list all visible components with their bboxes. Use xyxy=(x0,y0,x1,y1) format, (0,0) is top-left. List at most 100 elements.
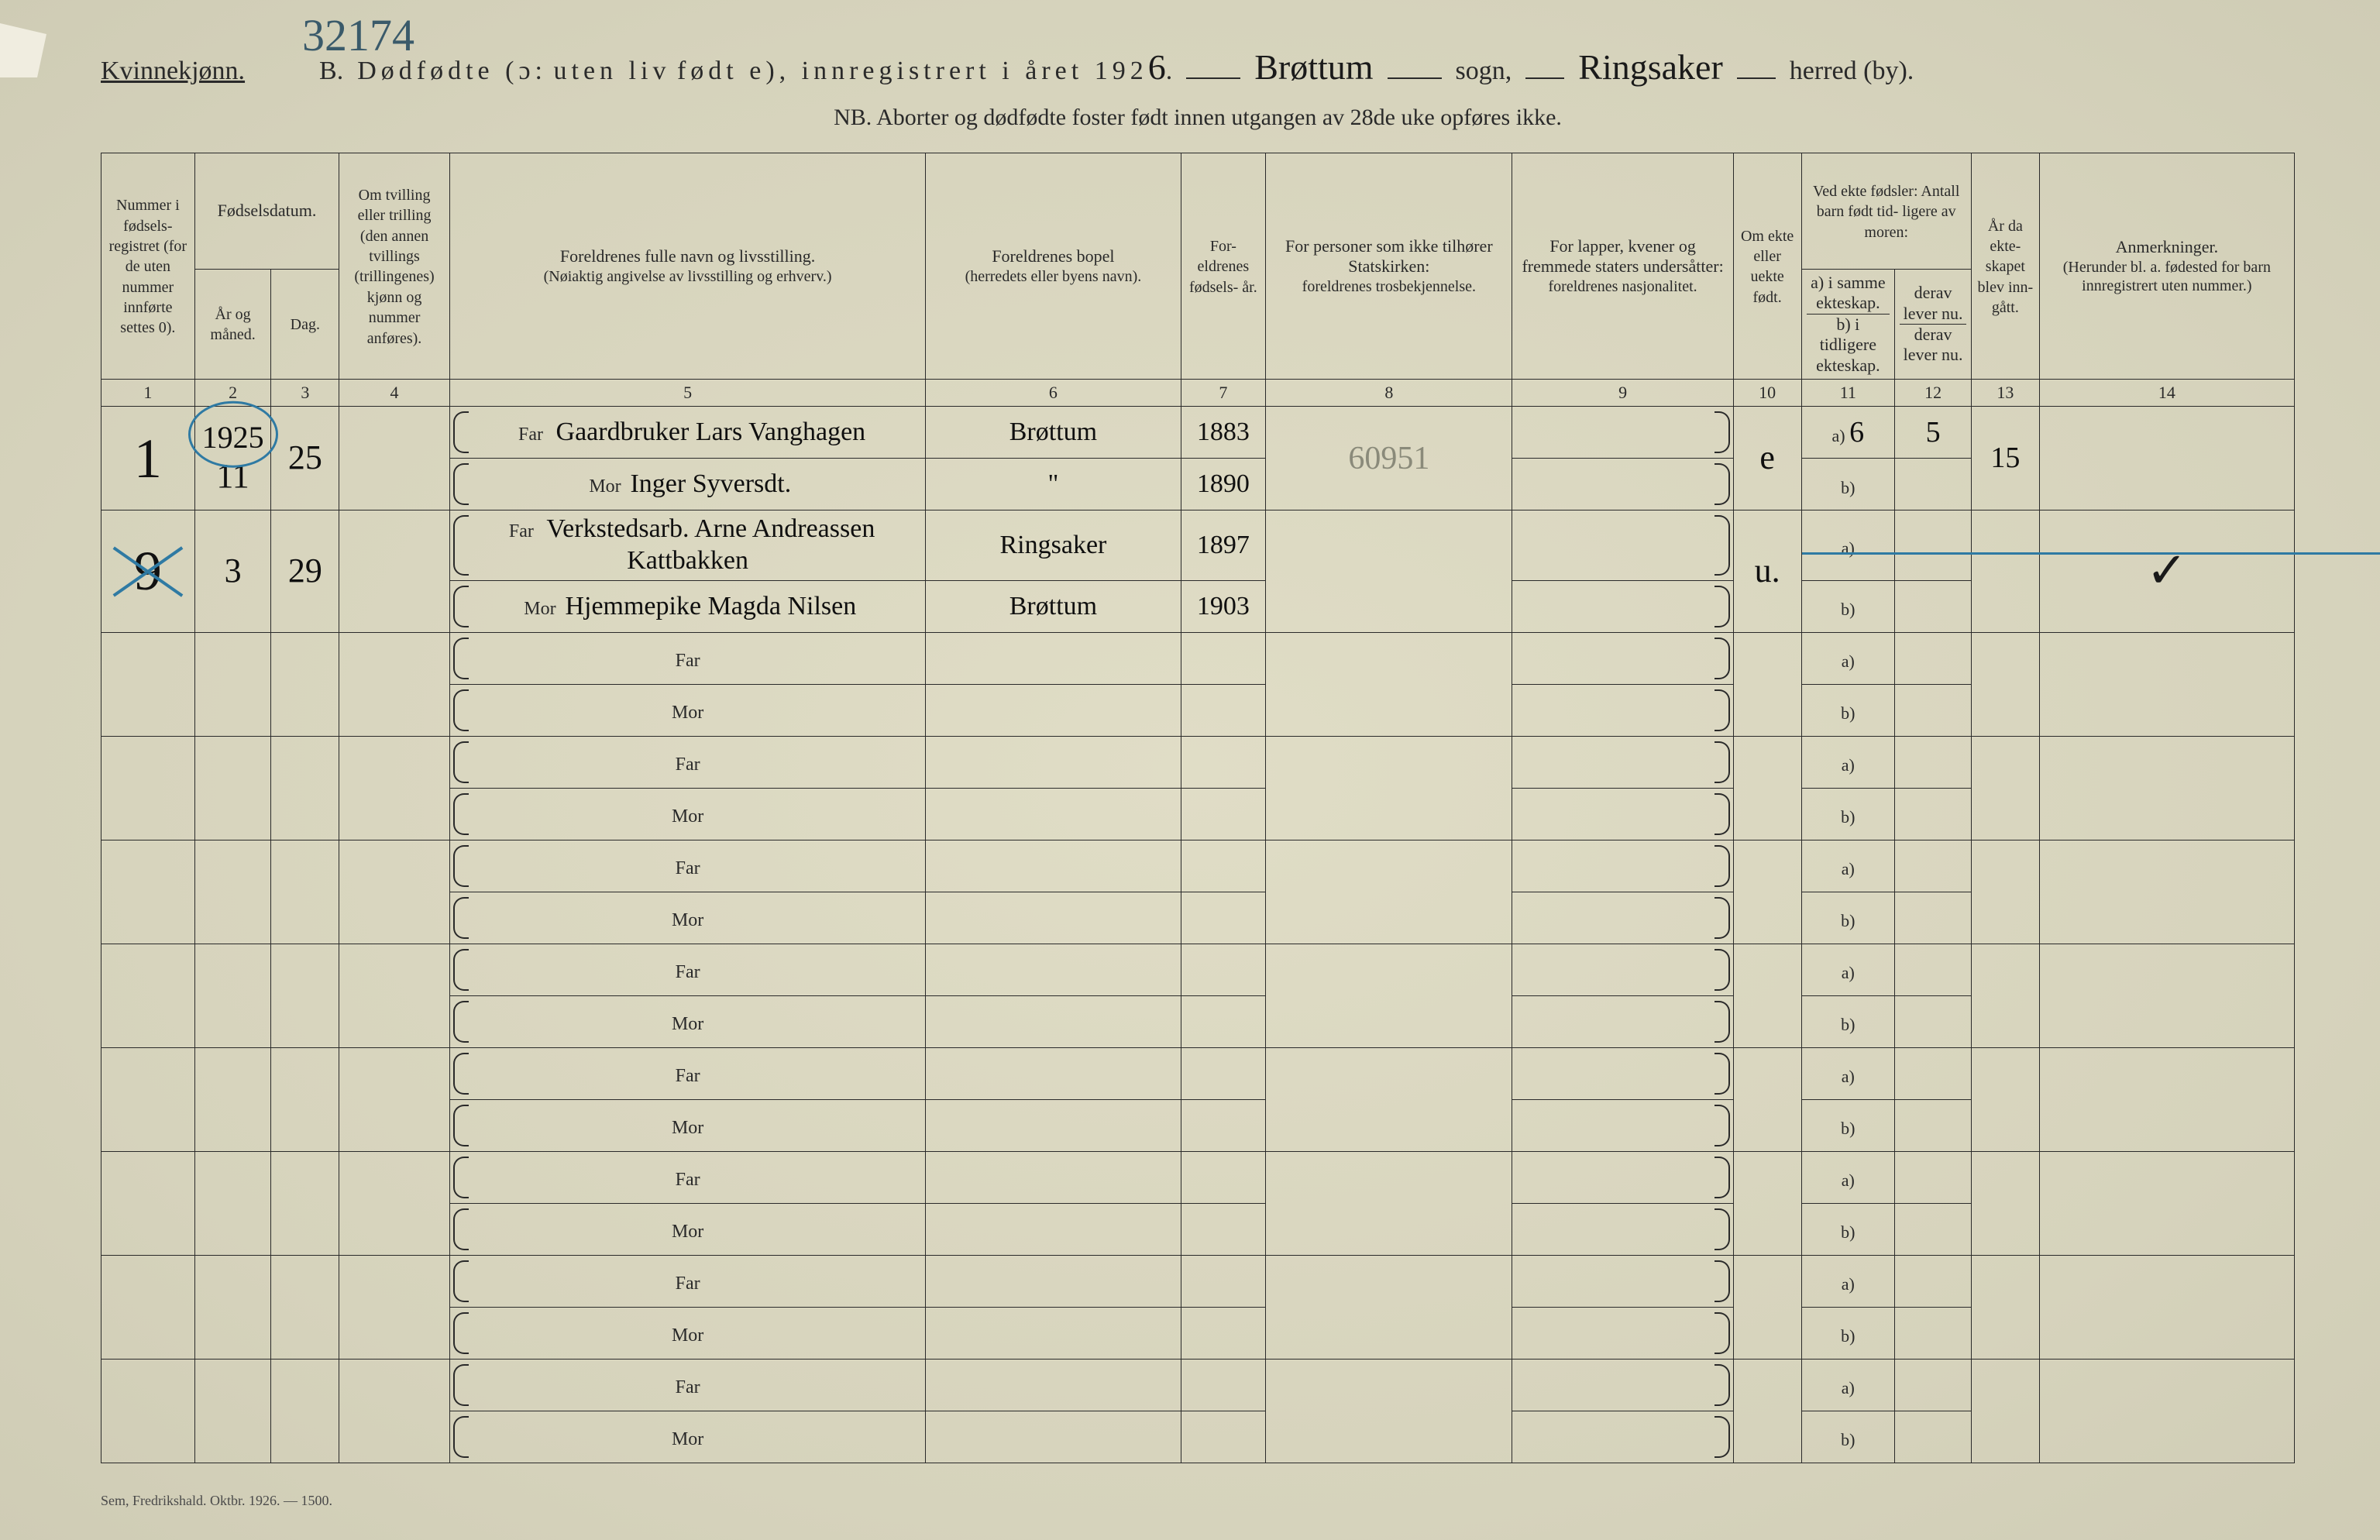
ab-cell: b) xyxy=(1801,684,1895,736)
col8-cell xyxy=(1266,840,1512,944)
col9-cell xyxy=(1512,1047,1733,1099)
parent-cell: Far xyxy=(449,1255,925,1307)
header-line: Kvinnekjønn. B. Dødfødte (ɔ: uten liv fø… xyxy=(101,46,2295,88)
twin-cell xyxy=(339,736,450,840)
parent-role-label: Mor xyxy=(667,1013,709,1036)
parent-cell: Far Verkstedsarb. Arne Andreassen Kattba… xyxy=(449,510,925,581)
colnum-4: 4 xyxy=(339,379,450,406)
parent-name: Gaardbruker Lars Vanghagen xyxy=(556,418,866,446)
remarks-cell xyxy=(2039,1151,2294,1255)
col5-header: Foreldrenes fulle navn og livsstilling. … xyxy=(449,153,925,380)
ekte-cell: u. xyxy=(1733,510,1801,633)
col9-header: For lapper, kvener og fremmede staters u… xyxy=(1512,153,1733,380)
mor-birth-year xyxy=(1181,1411,1266,1463)
remarks-cell xyxy=(2039,632,2294,736)
parent-name: Hjemmepike Magda Nilsen xyxy=(565,592,856,620)
col2a-header: År og måned. xyxy=(194,270,271,380)
col8-cell xyxy=(1266,1047,1512,1151)
parent-role-label: Far xyxy=(667,1273,709,1295)
remarks-cell xyxy=(2039,1255,2294,1359)
row-number xyxy=(101,1359,195,1463)
mor-birth-year xyxy=(1181,684,1266,736)
birth-year-month xyxy=(194,632,271,736)
mor-bopel xyxy=(926,788,1181,840)
far-birth-year: 1883 xyxy=(1181,407,1266,459)
parent-role-label: Mor xyxy=(667,1428,709,1451)
register-table: Nummer i fødsels- registret (for de uten… xyxy=(101,153,2295,1463)
b-derav xyxy=(1895,580,1972,632)
ekte-cell xyxy=(1733,840,1801,944)
far-birth-year xyxy=(1181,1255,1266,1307)
mor-bopel xyxy=(926,684,1181,736)
colnum-9: 9 xyxy=(1512,379,1733,406)
col2-group-header: Fødselsdatum. xyxy=(194,153,339,270)
colnum-5: 5 xyxy=(449,379,925,406)
aar-ekteskap xyxy=(1971,944,2039,1047)
parent-cell: Mor xyxy=(449,1307,925,1359)
remarks-cell: ✓ xyxy=(2039,510,2294,633)
parent-role-label: Far xyxy=(667,650,709,672)
mor-birth-year: 1903 xyxy=(1181,580,1266,632)
ab-cell: a) xyxy=(1801,1047,1895,1099)
parent-cell: Far xyxy=(449,1047,925,1099)
far-bopel xyxy=(926,736,1181,788)
year-handwritten: 6 xyxy=(1148,47,1166,87)
row-number xyxy=(101,632,195,736)
parent-role-label: Mor xyxy=(667,909,709,932)
birth-year-month: 3 xyxy=(194,510,271,633)
col9-cell xyxy=(1512,1255,1733,1307)
col8-cell: 60951 xyxy=(1266,407,1512,510)
sogn-value: Brøttum xyxy=(1254,46,1373,88)
far-birth-year xyxy=(1181,1047,1266,1099)
parent-role-label: Mor xyxy=(667,1325,709,1347)
parent-cell: Far xyxy=(449,944,925,995)
parent-role-label: Far xyxy=(667,961,709,984)
b-derav xyxy=(1895,995,1972,1047)
col9-cell xyxy=(1512,944,1733,995)
twin-cell xyxy=(339,632,450,736)
far-birth-year xyxy=(1181,1151,1266,1203)
parent-cell: Far xyxy=(449,1359,925,1411)
col9-cell xyxy=(1512,995,1733,1047)
ab-cell: b) xyxy=(1801,1411,1895,1463)
row-number xyxy=(101,1255,195,1359)
twin-cell xyxy=(339,407,450,510)
paper-tear xyxy=(0,23,46,77)
far-birth-year xyxy=(1181,1359,1266,1411)
aar-ekteskap xyxy=(1971,510,2039,633)
colnum-7: 7 xyxy=(1181,379,1266,406)
birth-year-month: 1925 11 xyxy=(194,407,271,510)
colnum-12: 12 xyxy=(1895,379,1972,406)
remarks-cell xyxy=(2039,840,2294,944)
twin-cell xyxy=(339,1359,450,1463)
col10-header: Om ekte eller uekte født. xyxy=(1733,153,1801,380)
parent-cell: Far Gaardbruker Lars Vanghagen xyxy=(449,407,925,459)
b-derav xyxy=(1895,459,1972,510)
col8-cell xyxy=(1266,736,1512,840)
birth-day xyxy=(271,1151,339,1255)
ab-cell: a) xyxy=(1801,510,1895,581)
ab-cell: a) 6 xyxy=(1801,407,1895,459)
twin-cell xyxy=(339,1151,450,1255)
parent-cell: Far xyxy=(449,632,925,684)
nb-line: NB. Aborter og dødfødte foster født inne… xyxy=(101,105,2295,131)
col8-cell xyxy=(1266,1255,1512,1359)
birth-day xyxy=(271,736,339,840)
col4-header: Om tvilling eller trilling (den annen tv… xyxy=(339,153,450,380)
far-birth-year xyxy=(1181,840,1266,892)
twin-cell xyxy=(339,840,450,944)
b-derav xyxy=(1895,1411,1972,1463)
ekte-cell xyxy=(1733,632,1801,736)
parent-cell: Mor xyxy=(449,788,925,840)
parent-cell: Mor xyxy=(449,1411,925,1463)
row-number xyxy=(101,1047,195,1151)
birth-day xyxy=(271,944,339,1047)
ab-cell: a) xyxy=(1801,1359,1895,1411)
title-uten-liv: uten liv xyxy=(554,57,671,85)
parent-role-label: Far xyxy=(667,754,709,776)
ab-cell: a) xyxy=(1801,840,1895,892)
far-bopel xyxy=(926,1047,1181,1099)
col9-cell xyxy=(1512,510,1733,581)
mor-birth-year: 1890 xyxy=(1181,459,1266,510)
parent-name: Verkstedsarb. Arne Andreassen Kattbakken xyxy=(546,514,875,575)
